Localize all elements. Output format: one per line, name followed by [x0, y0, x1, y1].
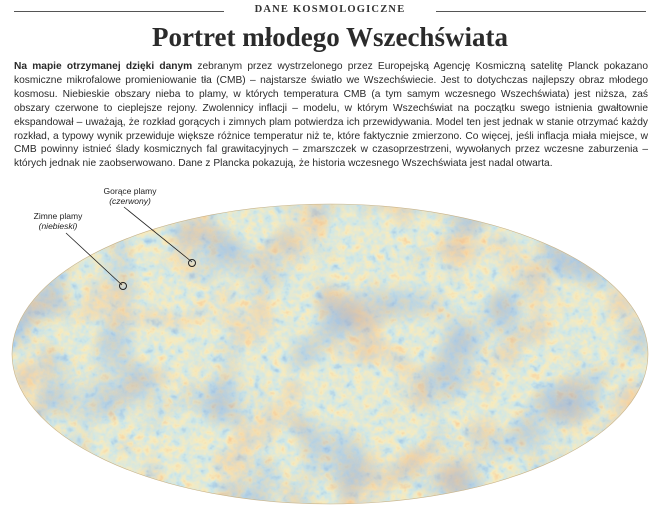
- article-lead: Na mapie otrzymanej dzięki danym: [14, 61, 193, 72]
- section-label: DANE KOSMOLOGICZNE: [246, 4, 414, 15]
- article-body: Na mapie otrzymanej dzięki danym zebrany…: [14, 60, 648, 171]
- cold-spot-marker: [119, 282, 127, 290]
- cold-spots-sublabel: (niebieski): [38, 221, 78, 231]
- cmb-texture: [12, 204, 648, 504]
- header-rule-left: [14, 11, 224, 12]
- cold-callout-line: [65, 232, 123, 286]
- hot-callout-line: [123, 206, 193, 263]
- section-header: DANE KOSMOLOGICZNE: [0, 0, 660, 20]
- article-title: Portret młodego Wszechświata: [152, 22, 508, 52]
- hot-spots-label: Gorące plamy: [103, 186, 157, 196]
- header-rule-right: [436, 11, 646, 12]
- hot-spots-annotation: Gorące plamy (czerwony): [98, 186, 162, 206]
- map-outline: [11, 203, 649, 505]
- cold-spots-label: Zimne plamy: [33, 211, 83, 221]
- cold-spots-annotation: Zimne plamy (niebieski): [26, 211, 90, 231]
- hot-spot-marker: [188, 259, 196, 267]
- hot-spots-sublabel: (czerwony): [109, 196, 151, 206]
- article-text: zebranym przez wystrzelonego przez Europ…: [14, 61, 649, 170]
